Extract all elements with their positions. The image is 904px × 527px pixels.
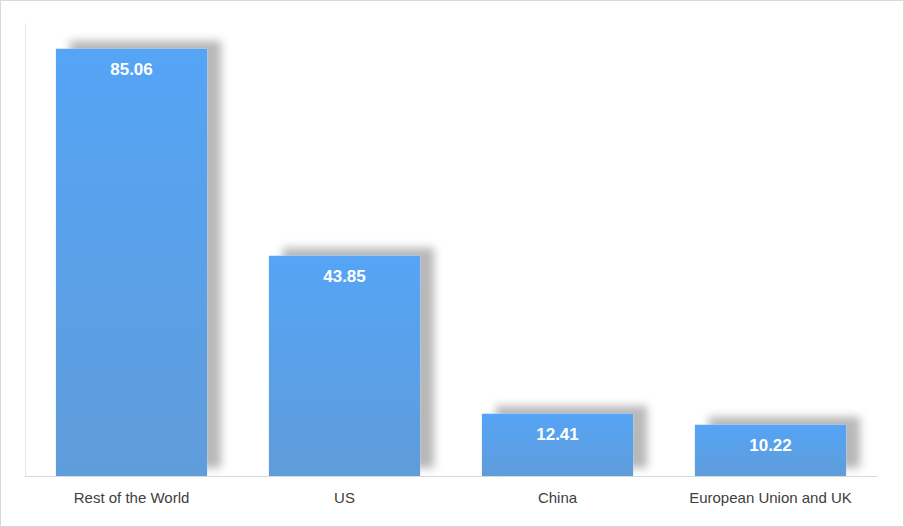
- svg-text:China: China: [538, 489, 578, 506]
- svg-text:10.22: 10.22: [749, 436, 792, 455]
- svg-text:Rest of the World: Rest of the World: [74, 489, 190, 506]
- svg-text:US: US: [334, 489, 355, 506]
- svg-text:European Union and UK: European Union and UK: [689, 489, 852, 506]
- svg-text:43.85: 43.85: [323, 267, 366, 286]
- svg-text:85.06: 85.06: [110, 60, 153, 79]
- svg-text:12.41: 12.41: [536, 425, 579, 444]
